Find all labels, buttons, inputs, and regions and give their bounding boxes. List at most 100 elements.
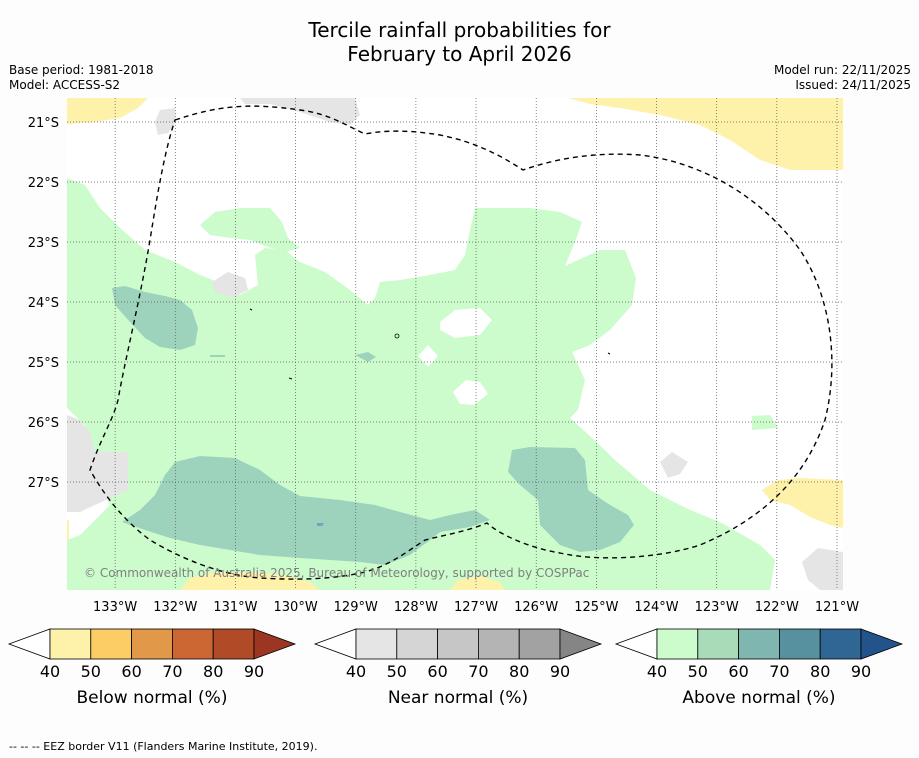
lon-label: 123°W	[695, 600, 739, 615]
colorbar-tick-label: 90	[244, 662, 264, 681]
title-line-1: Tercile rainfall probabilities for	[308, 18, 611, 42]
lat-label: 23°S	[28, 236, 59, 251]
colorbar-swatch	[477, 628, 520, 660]
no-signal-holes	[418, 308, 492, 405]
colorbar-swatch	[212, 628, 255, 660]
gridlines	[67, 98, 843, 590]
colorbar-swatch	[49, 628, 92, 660]
lon-label: 128°W	[394, 600, 438, 615]
model-name: Model: ACCESS-S2	[9, 78, 121, 92]
no-signal-hole	[418, 345, 438, 367]
colorbars: 40 50 60 70 80 90 Below normal (%) 40 50 60 70 80 90…	[7, 628, 904, 708]
longitude-labels: 133°W 132°W 131°W 130°W 129°W 128°W 127°W 126°W…	[93, 600, 859, 615]
lat-label: 24°S	[28, 296, 59, 311]
colorbar-under-triangle	[7, 628, 51, 660]
issued-date: Issued: 24/11/2025	[795, 78, 911, 92]
above-normal-region	[752, 415, 778, 430]
colorbar-under-triangle	[313, 628, 357, 660]
colorbar-swatch	[90, 628, 133, 660]
colorbar-over-triangle	[860, 628, 904, 660]
below-normal-region	[67, 520, 69, 540]
colorbar-swatch	[396, 628, 438, 660]
above-normal-strong-region	[122, 456, 490, 565]
eez-border	[89, 105, 833, 580]
colorbar-tick-label: 60	[427, 662, 447, 681]
above-normal-50-60-regions	[112, 286, 634, 565]
colorbar-tick-label: 60	[728, 662, 748, 681]
meta-right: Model run: 22/11/2025 Issued: 24/11/2025	[774, 63, 911, 93]
colorbar-swatch	[437, 628, 479, 660]
colorbar-title: Near normal (%)	[388, 688, 528, 708]
model-run: Model run: 22/11/2025	[773, 63, 911, 77]
colorbar-tick-label: 90	[851, 662, 871, 681]
below-normal-region	[67, 98, 148, 124]
island-mark	[288, 377, 293, 380]
above-normal-strong-region	[355, 352, 376, 362]
colorbar-near: 40 50 60 70 80 90 Near normal (%)	[313, 628, 603, 708]
lat-label: 21°S	[28, 116, 59, 131]
below-normal-region	[568, 98, 843, 170]
map-panel: © Commonwealth of Australia 2025, Bureau…	[67, 98, 843, 590]
meta-left: Base period: 1981-2018 Model: ACCESS-S2	[9, 63, 154, 93]
near-normal-region	[155, 108, 176, 135]
latitude-labels: 21°S 22°S 23°S 24°S 25°S 26°S 27°S	[28, 116, 59, 491]
lon-label: 132°W	[153, 600, 197, 615]
near-normal-region	[240, 98, 360, 125]
above-normal-region	[200, 208, 300, 252]
base-period: Base period: 1981-2018	[9, 63, 154, 77]
colorbar-tick-label: 70	[162, 662, 182, 681]
below-normal-region	[762, 478, 843, 528]
colorbar-tick-label: 80	[203, 662, 223, 681]
colorbar-swatch	[355, 628, 398, 660]
above-normal-strong-region	[317, 523, 324, 526]
island-mark	[249, 308, 253, 311]
lon-label: 122°W	[755, 600, 799, 615]
near-normal-40-50-regions	[67, 98, 843, 590]
above-normal-strong-region	[508, 447, 634, 552]
map-title: Tercile rainfall probabilities for Febru…	[0, 18, 919, 66]
colorbar-title: Above normal (%)	[682, 688, 835, 708]
below-normal-region	[180, 572, 320, 590]
eez-footnote: -- -- -- EEZ border V11 (Flanders Marine…	[9, 740, 318, 753]
lon-label: 131°W	[213, 600, 257, 615]
lon-label: 125°W	[574, 600, 618, 615]
colorbar-swatch	[131, 628, 173, 660]
colorbar-below: 40 50 60 70 80 90 Below normal (%)	[7, 628, 297, 708]
colorbar-swatch	[779, 628, 821, 660]
lon-label: 133°W	[93, 600, 137, 615]
colorbar-tick-label: 50	[688, 662, 708, 681]
colorbar-tick-label: 40	[40, 662, 60, 681]
colorbar-tick-label: 80	[509, 662, 529, 681]
colorbar-tick-label: 40	[346, 662, 366, 681]
no-signal-hole	[453, 380, 488, 405]
colorbar-tick-label: 80	[810, 662, 830, 681]
below-normal-region	[450, 576, 505, 590]
map-credit: © Commonwealth of Australia 2025, Bureau…	[84, 566, 589, 580]
colorbar-tick-label: 50	[387, 662, 407, 681]
lat-label: 22°S	[28, 176, 59, 191]
island-mark	[394, 333, 400, 339]
colorbar-tick-label: 50	[81, 662, 101, 681]
near-normal-region	[212, 272, 248, 298]
lat-label: 26°S	[28, 416, 59, 431]
near-normal-region	[802, 548, 843, 590]
colorbar-title: Below normal (%)	[77, 688, 228, 708]
colorbar-tick-label: 40	[647, 662, 667, 681]
colorbar-swatch	[697, 628, 739, 660]
colorbar-swatch	[171, 628, 214, 660]
island-marks	[249, 308, 611, 380]
lon-label: 124°W	[634, 600, 678, 615]
colorbar-tick-label: 60	[121, 662, 141, 681]
lon-label: 121°W	[815, 600, 859, 615]
colorbar-under-triangle	[614, 628, 658, 660]
lat-label: 27°S	[28, 476, 59, 491]
lon-label: 129°W	[334, 600, 378, 615]
colorbar-swatch	[819, 628, 862, 660]
lon-label: 127°W	[454, 600, 498, 615]
colorbar-swatch	[738, 628, 780, 660]
colorbar-tick-label: 90	[550, 662, 570, 681]
colorbar-tick-label: 70	[769, 662, 789, 681]
near-normal-region	[67, 415, 128, 512]
no-signal-hole	[440, 308, 492, 338]
